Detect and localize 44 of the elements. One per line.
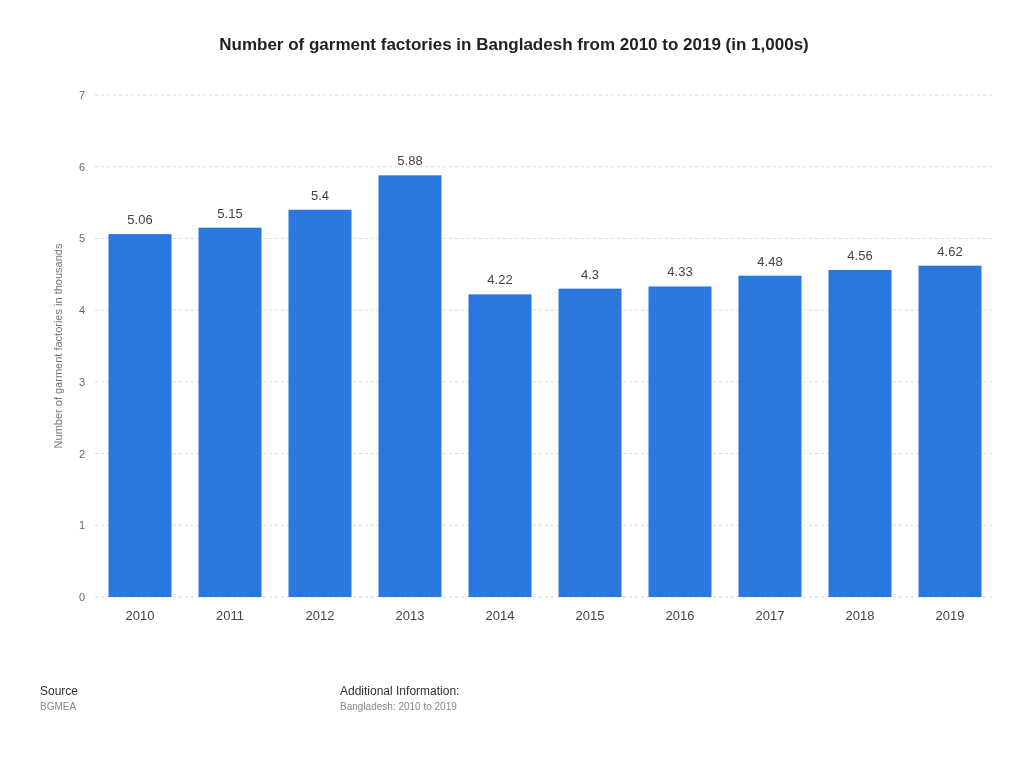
data-label: 4.56 (847, 247, 873, 263)
data-label: 5.15 (217, 205, 243, 221)
data-label: 4.22 (487, 272, 513, 288)
text: Additional Information: (340, 684, 460, 698)
text: BGMEA (40, 701, 77, 712)
bar (648, 286, 712, 597)
data-label: 4.48 (757, 253, 783, 269)
x-tick-label: 2010 (125, 608, 155, 624)
x-tick-label: 2018 (845, 608, 875, 624)
x-tick-label: 2019 (935, 608, 965, 624)
x-tick-label: 2013 (395, 608, 425, 624)
x-tick-label: 2011 (216, 608, 244, 624)
data-label: 4.3 (580, 266, 600, 282)
bar (108, 234, 172, 597)
y-tick-label: 4 (78, 304, 85, 317)
y-tick-label: 7 (78, 89, 85, 102)
y-tick-label: 6 (78, 160, 85, 173)
text: Source (40, 684, 79, 698)
x-tick-label: 2012 (305, 608, 335, 624)
x-tick-label: 2017 (755, 608, 785, 624)
x-tick-label: 2014 (485, 608, 515, 624)
bar (198, 227, 262, 597)
bar (738, 275, 802, 597)
x-tick-label: 2016 (665, 608, 695, 624)
y-axis-title: Number of garment factories in thousands (52, 243, 64, 449)
bar (288, 209, 352, 597)
y-tick-label: 2 (78, 447, 85, 460)
y-tick-label: 5 (78, 232, 85, 245)
data-label: 4.62 (937, 243, 963, 259)
bar (378, 175, 442, 597)
data-label: 5.06 (127, 212, 153, 228)
y-tick-label: 3 (78, 375, 85, 388)
bar (828, 269, 892, 597)
text: Bangladesh: 2010 to 2019 (340, 701, 458, 712)
x-tick-label: 2015 (575, 608, 605, 624)
chart-title: Number of garment factories in Bangladesh from 2010 to 2019 (in 1,000s) (219, 35, 809, 54)
bar (558, 288, 622, 597)
data-label: 4.33 (667, 264, 693, 280)
bar (468, 294, 532, 597)
y-tick-label: 0 (78, 591, 85, 604)
y-tick-label: 1 (78, 519, 85, 532)
data-label: 5.88 (397, 153, 423, 169)
data-label: 5.4 (310, 187, 330, 203)
bar (918, 265, 982, 597)
